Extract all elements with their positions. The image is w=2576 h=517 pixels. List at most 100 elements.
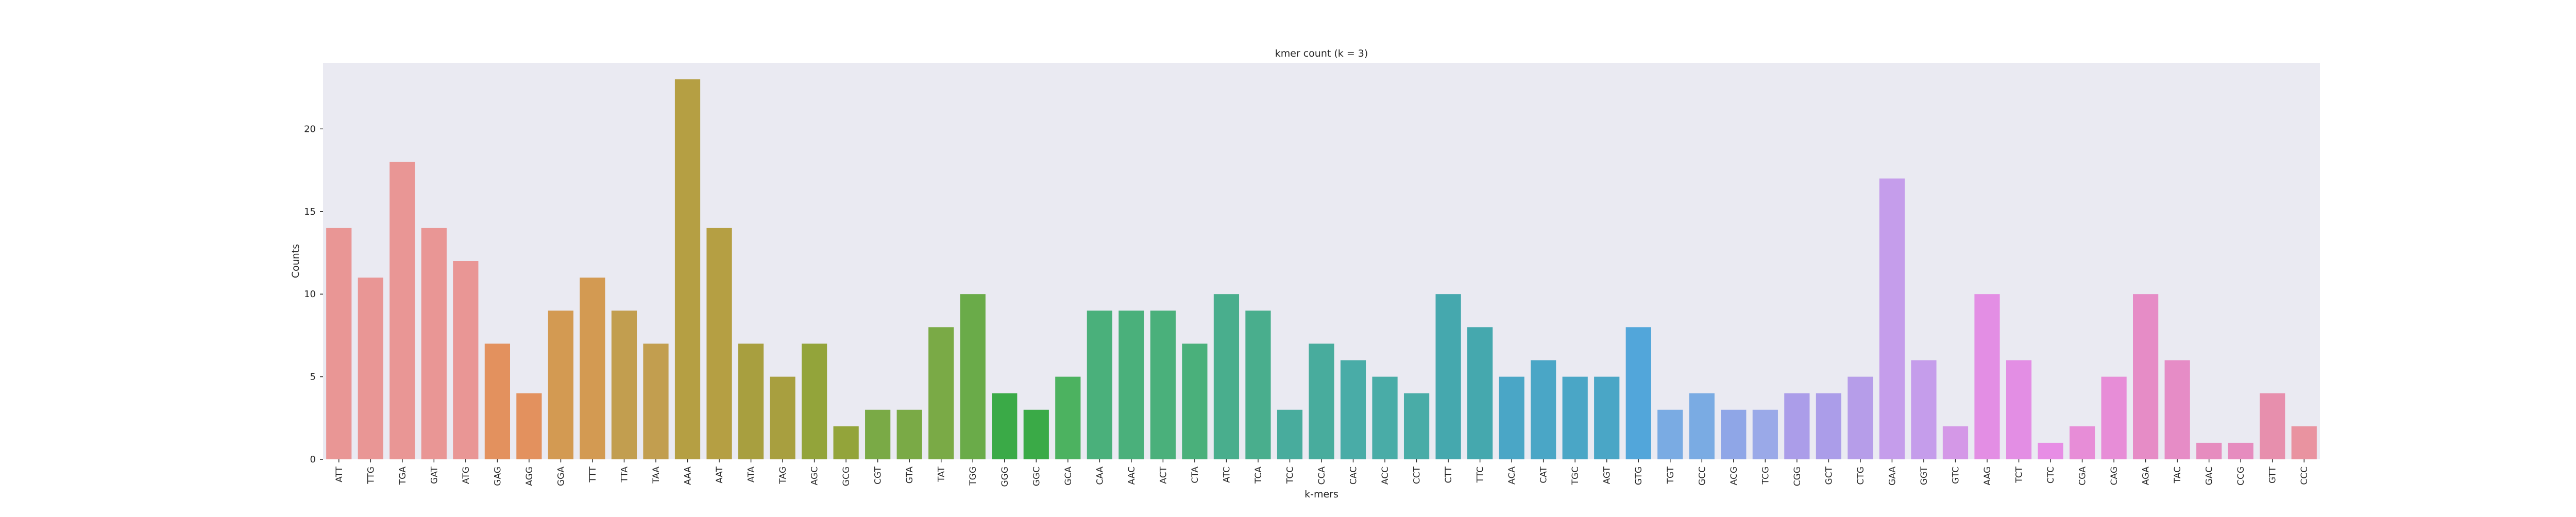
x-tick-label: CAA [1095, 467, 1105, 485]
bar-ATG [453, 261, 479, 459]
x-tick-label: CCT [1412, 466, 1422, 484]
bar-GCC [1689, 393, 1715, 459]
x-tick-label: CAG [2109, 467, 2120, 485]
bar-TTA [611, 311, 637, 459]
x-tick-label: TAG [778, 467, 788, 485]
x-tick-label: TAT [937, 466, 947, 482]
x-tick-label: ATA [747, 467, 757, 482]
bar-TGC [1562, 376, 1588, 459]
x-tick-label: GGC [1031, 467, 1042, 486]
x-tick-label: TCC [1285, 467, 1295, 484]
x-tick-label: GGG [1000, 467, 1010, 487]
x-tick-label: AGC [810, 467, 820, 485]
bar-GAA [1879, 178, 1905, 459]
bar-GGC [1023, 409, 1049, 459]
bar-GAC [2196, 442, 2222, 459]
x-tick-label: ATC [1222, 467, 1232, 483]
x-tick-label: CTA [1190, 467, 1200, 484]
y-tick-label: 10 [304, 289, 316, 300]
x-tick-label: GCC [1697, 467, 1707, 486]
x-axis: ATT TTG TGA GAT ATG GAG AGG GGA TTT TTA TAA AAA AAT A… [334, 459, 2310, 487]
bar-TTG [358, 278, 383, 459]
bar-AGT [1594, 376, 1620, 459]
bar-GAG [484, 343, 510, 459]
bar-TGT [1657, 409, 1683, 459]
bar-GTG [1625, 327, 1651, 459]
x-tick-label: AAG [1982, 467, 1993, 486]
x-tick-label: CCC [2299, 467, 2310, 485]
bar-TGG [960, 294, 986, 459]
bar-CGA [2069, 426, 2095, 459]
bar-CAG [2101, 376, 2127, 459]
bar-GTC [1942, 426, 1969, 459]
bar-CTT [1435, 294, 1461, 459]
x-tick-label: TTG [366, 467, 376, 485]
bar-ATC [1213, 294, 1240, 459]
x-tick-label: CGT [873, 466, 884, 484]
chart-title: kmer count (k = 3) [1275, 48, 1368, 59]
bar-AGC [802, 343, 827, 459]
bar-AAT [706, 228, 732, 459]
x-tick-label: GAC [2205, 467, 2215, 485]
bar-ACG [1721, 409, 1747, 459]
y-tick-label: 0 [310, 454, 316, 465]
bar-CAC [1340, 360, 1366, 459]
x-tick-label: TGA [398, 467, 408, 486]
x-tick-label: ACG [1729, 467, 1739, 485]
bar-TCT [2006, 360, 2032, 459]
x-tick-label: ACC [1380, 467, 1391, 485]
bar-TCC [1277, 409, 1303, 459]
x-tick-label: GGA [556, 467, 566, 486]
bar-TTT [580, 278, 605, 459]
x-tick-label: ACT [1158, 466, 1168, 484]
x-tick-label: GAT [429, 466, 439, 484]
bar-ACC [1372, 376, 1398, 459]
x-tick-label: CCA [1317, 467, 1327, 485]
bar-CTG [1848, 376, 1873, 459]
x-tick-label: CTT [1444, 466, 1454, 483]
x-tick-label: GGT [1919, 466, 1929, 485]
x-tick-label: GCT [1824, 466, 1834, 485]
x-tick-label: CAT [1539, 466, 1549, 483]
x-tick-label: GAA [1887, 467, 1897, 486]
bar-GCG [833, 426, 859, 459]
bar-GTA [896, 409, 922, 459]
x-tick-label: CCG [2236, 467, 2246, 486]
bar-CCA [1309, 343, 1334, 459]
bar-AAC [1118, 311, 1144, 459]
x-tick-label: ATT [334, 466, 345, 482]
bar-GCA [1055, 376, 1081, 459]
bar-GGG [992, 393, 1018, 459]
bar-TAA [643, 343, 669, 459]
bar-CCG [2228, 442, 2253, 459]
x-tick-label: CAC [1349, 467, 1359, 485]
bar-AGG [516, 393, 542, 459]
x-tick-label: AGA [2141, 467, 2151, 486]
bar-AAA [674, 79, 701, 460]
bar-CTA [1182, 343, 1208, 459]
x-tick-label: TTA [619, 467, 630, 483]
bar-CGT [865, 409, 891, 459]
y-tick-label: 15 [304, 206, 316, 217]
x-axis-label: k-mers [1304, 489, 1338, 500]
bar-CCT [1403, 393, 1430, 459]
bar-ATA [738, 343, 764, 459]
x-tick-label: TGT [1666, 466, 1676, 484]
x-tick-label: TAC [2173, 467, 2183, 484]
x-tick-label: AAC [1127, 467, 1137, 485]
bar-CTC [2038, 442, 2063, 459]
x-tick-label: TCA [1253, 467, 1264, 484]
x-tick-label: GAG [493, 467, 503, 486]
bar-AGA [2133, 294, 2159, 459]
x-tick-label: GTA [905, 467, 915, 484]
x-tick-label: GTT [2268, 466, 2278, 484]
bar-AAG [1974, 294, 2000, 459]
x-tick-label: GCA [1063, 467, 1074, 486]
x-tick-label: TCT [2014, 466, 2025, 483]
x-tick-label: CGG [1792, 467, 1803, 486]
x-tick-label: AAT [715, 466, 725, 483]
bar-TAG [770, 376, 795, 459]
x-tick-label: GCG [841, 467, 852, 486]
x-tick-label: TTT [588, 466, 598, 482]
bar-CAT [1531, 360, 1556, 459]
